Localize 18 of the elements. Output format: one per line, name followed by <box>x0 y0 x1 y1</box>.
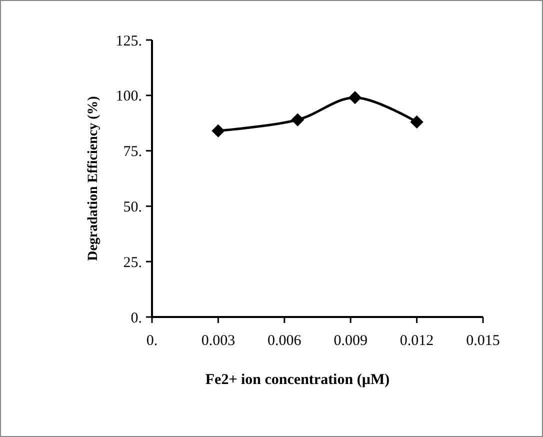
x-tick-label: 0.015 <box>466 333 500 349</box>
x-tick-label: 0.009 <box>334 333 368 349</box>
y-tick-label: 75. <box>123 144 142 160</box>
point <box>410 115 424 129</box>
x-tick-label: 0.006 <box>268 333 302 349</box>
x-tick-label: 0.003 <box>201 333 236 349</box>
y-tick-label: 100. <box>116 88 142 105</box>
point <box>212 124 225 138</box>
y-tick-label: 50. <box>123 199 142 216</box>
point <box>291 113 304 126</box>
x-tick-label: 0.012 <box>400 333 434 349</box>
y-axis-title: Degradation Efficiency (%) <box>86 96 101 261</box>
y-tick-label: 125. <box>116 33 142 50</box>
x-axis-title: Fe2+ ion concentration (µM) <box>205 372 390 388</box>
y-tick-label: 0. <box>130 310 142 326</box>
point <box>348 91 362 104</box>
x-tick-label: 0. <box>146 333 158 349</box>
y-tick-label: 25. <box>123 254 142 271</box>
